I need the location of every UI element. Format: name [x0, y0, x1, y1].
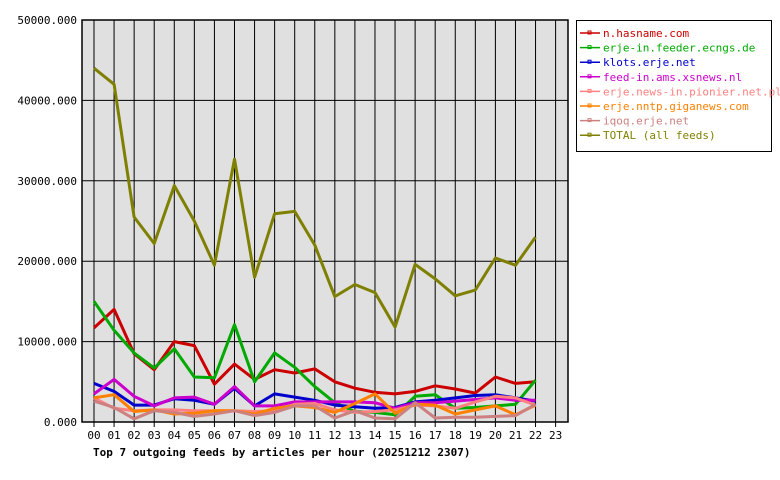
- chart-title: Top 7 outgoing feeds by articles per hou…: [93, 446, 471, 459]
- series-line: [92, 300, 537, 417]
- x-tick-label: 06: [208, 429, 221, 442]
- y-tick-label: 0.000: [44, 416, 77, 429]
- y-tick-label: 50000.000: [17, 14, 77, 27]
- legend-label: n.hasname.com: [603, 27, 689, 40]
- legend-label: erje.nntp.giganews.com: [603, 100, 749, 113]
- legend-marker: [587, 103, 592, 108]
- x-tick-label: 07: [228, 429, 241, 442]
- legend-label: feed-in.ams.xsnews.nl: [603, 71, 742, 84]
- x-tick-label: 15: [388, 429, 401, 442]
- legend-label: iqoq.erje.net: [603, 115, 689, 128]
- x-tick-label: 12: [328, 429, 341, 442]
- legend-label: erje-in.feeder.ecngs.de: [603, 42, 755, 55]
- legend-marker: [587, 118, 592, 123]
- x-tick-label: 01: [107, 429, 120, 442]
- x-tick-label: 17: [429, 429, 442, 442]
- y-axis: 0.000 10000.000 20000.000 30000.000 40000.00…: [17, 14, 77, 429]
- x-tick-label: 05: [188, 429, 201, 442]
- x-tick-label: 09: [268, 429, 281, 442]
- plot-border: [81, 19, 569, 423]
- y-tick-label: 10000.000: [17, 336, 77, 349]
- series-line: [93, 67, 537, 329]
- x-tick-label: 21: [509, 429, 522, 442]
- y-tick-label: 30000.000: [17, 175, 77, 188]
- series-lines: [92, 67, 537, 421]
- x-tick-label: 19: [469, 429, 482, 442]
- x-tick-label: 14: [368, 429, 382, 442]
- legend: n.hasname.com erje-in.feeder.ecngs.deklot…: [576, 20, 780, 152]
- x-tick-label: 23: [549, 429, 562, 442]
- x-tick-label: 22: [529, 429, 542, 442]
- grid: [82, 19, 568, 427]
- x-tick-label: 20: [489, 429, 502, 442]
- x-tick-label: 16: [408, 429, 421, 442]
- y-tick-label: 40000.000: [17, 94, 77, 107]
- legend-box: [576, 20, 772, 152]
- legend-marker: [587, 30, 592, 35]
- x-tick-label: 03: [148, 429, 161, 442]
- series-line: [93, 377, 536, 410]
- legend-marker: [587, 59, 592, 64]
- series-line: [92, 307, 536, 396]
- x-axis: 00 01 02 03 04 05 06 07 08 09 10 11 12 13 14 15 16 17 18 19…: [87, 429, 562, 442]
- legend-marker: [587, 74, 592, 79]
- series-line: [93, 399, 537, 421]
- legend-label: klots.erje.net: [603, 56, 696, 69]
- x-tick-label: 10: [288, 429, 301, 442]
- x-tick-label: 11: [308, 429, 321, 442]
- legend-label: erje.news-in.pionier.net.pl: [603, 85, 780, 98]
- legend-label: TOTAL (all feeds): [603, 129, 716, 142]
- x-tick-label: 13: [348, 429, 361, 442]
- x-tick-label: 18: [449, 429, 462, 442]
- x-tick-label: 00: [87, 429, 100, 442]
- legend-marker: [587, 45, 592, 50]
- x-tick-label: 08: [248, 429, 261, 442]
- x-tick-label: 04: [168, 429, 182, 442]
- x-tick-label: 02: [128, 429, 141, 442]
- legend-marker: [587, 88, 592, 93]
- y-tick-label: 20000.000: [17, 255, 77, 268]
- series-line: [93, 394, 537, 414]
- legend-marker: [587, 132, 592, 137]
